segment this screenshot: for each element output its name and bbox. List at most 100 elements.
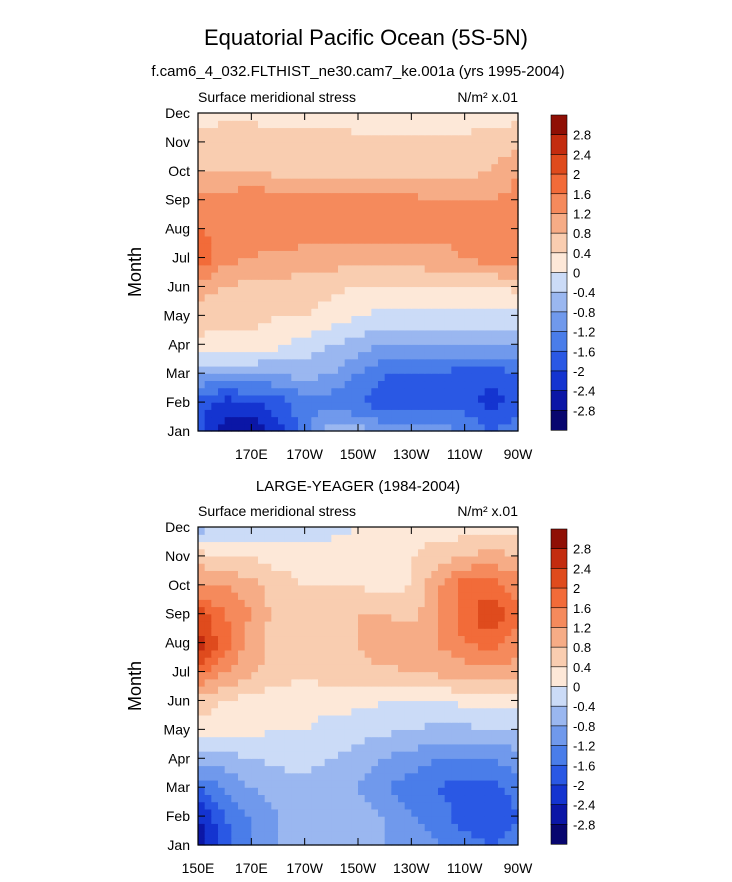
heatmap-cell bbox=[511, 693, 519, 702]
heatmap-cell bbox=[198, 423, 206, 432]
heatmap-cell bbox=[318, 156, 326, 165]
heatmap-cell bbox=[378, 707, 386, 716]
heatmap-cell bbox=[451, 541, 459, 550]
heatmap-cell bbox=[284, 156, 292, 165]
heatmap-cell bbox=[504, 178, 512, 186]
heatmap-cell bbox=[458, 830, 466, 839]
heatmap-cell bbox=[464, 736, 472, 745]
heatmap-cell bbox=[358, 787, 366, 796]
heatmap-cell bbox=[384, 322, 392, 331]
heatmap-cell bbox=[484, 113, 492, 121]
heatmap-cell bbox=[431, 570, 439, 579]
heatmap-cell bbox=[358, 714, 366, 723]
heatmap-cell bbox=[491, 671, 499, 680]
heatmap-cell bbox=[244, 830, 252, 839]
heatmap-cell bbox=[251, 541, 259, 550]
heatmap-cell bbox=[211, 286, 219, 295]
heatmap-cell bbox=[391, 527, 399, 535]
heatmap-cell bbox=[291, 337, 299, 345]
heatmap-cell bbox=[224, 606, 232, 615]
heatmap-cell bbox=[424, 606, 432, 615]
heatmap-cell bbox=[264, 192, 272, 201]
heatmap-cell bbox=[378, 628, 386, 637]
heatmap-cell bbox=[384, 206, 392, 215]
heatmap-cell bbox=[451, 664, 459, 673]
heatmap-cell bbox=[511, 257, 519, 266]
heatmap-cell bbox=[444, 772, 452, 781]
heatmap-cell bbox=[431, 286, 439, 295]
heatmap-cell bbox=[431, 351, 439, 360]
heatmap-cell bbox=[418, 722, 426, 730]
heatmap-cell bbox=[351, 351, 359, 360]
heatmap-cell bbox=[264, 606, 272, 615]
heatmap-cell bbox=[431, 729, 439, 738]
heatmap-cell bbox=[364, 300, 372, 309]
heatmap-cell bbox=[458, 823, 466, 832]
heatmap-cell bbox=[238, 300, 246, 309]
heatmap-cell bbox=[384, 257, 392, 266]
heatmap-cell bbox=[238, 149, 246, 157]
heatmap-cell bbox=[244, 779, 252, 788]
heatmap-cell bbox=[404, 808, 412, 817]
heatmap-cell bbox=[198, 714, 206, 723]
heatmap-cell bbox=[218, 722, 226, 730]
heatmap-cell bbox=[364, 584, 372, 593]
heatmap-cell bbox=[371, 214, 379, 223]
heatmap-cell bbox=[378, 250, 386, 259]
heatmap-cell bbox=[444, 250, 452, 259]
heatmap-cell bbox=[264, 221, 272, 230]
heatmap-cell bbox=[378, 808, 386, 817]
heatmap-cell bbox=[391, 772, 399, 781]
heatmap-cell bbox=[378, 729, 386, 738]
heatmap-cell bbox=[371, 264, 379, 273]
heatmap-cell bbox=[511, 548, 519, 557]
heatmap-cell bbox=[344, 555, 352, 564]
heatmap-cell bbox=[471, 120, 479, 129]
heatmap-cell bbox=[311, 837, 319, 846]
heatmap-cell bbox=[444, 156, 452, 165]
heatmap-cell bbox=[464, 743, 472, 752]
heatmap-cell bbox=[378, 772, 386, 781]
heatmap-cell bbox=[484, 344, 492, 353]
heatmap-cell bbox=[251, 243, 259, 251]
heatmap-cell bbox=[378, 635, 386, 644]
heatmap-cell bbox=[478, 628, 486, 637]
heatmap-cell bbox=[371, 620, 379, 629]
heatmap-cell bbox=[204, 541, 212, 550]
heatmap-cell bbox=[484, 635, 492, 644]
heatmap-cell bbox=[431, 380, 439, 389]
heatmap-cell bbox=[411, 700, 419, 709]
heatmap-cell bbox=[444, 707, 452, 716]
heatmap-cell bbox=[204, 751, 212, 759]
heatmap-cell bbox=[284, 264, 292, 273]
heatmap-cell bbox=[224, 765, 232, 774]
heatmap-cell bbox=[418, 163, 426, 172]
heatmap-cell bbox=[304, 649, 312, 658]
heatmap-cell bbox=[198, 235, 206, 244]
heatmap-cell bbox=[211, 120, 219, 129]
heatmap-cell bbox=[444, 272, 452, 280]
heatmap-cell bbox=[264, 373, 272, 382]
heatmap-cell bbox=[491, 156, 499, 165]
heatmap-cell bbox=[438, 751, 446, 759]
heatmap-cell bbox=[318, 206, 326, 215]
heatmap-cell bbox=[224, 127, 232, 136]
heatmap-cell bbox=[198, 548, 206, 557]
heatmap-cell bbox=[418, 584, 426, 593]
heatmap-cell bbox=[244, 308, 252, 316]
heatmap-cell bbox=[238, 170, 246, 179]
heatmap-cell bbox=[478, 751, 486, 759]
heatmap-cell bbox=[211, 113, 219, 121]
heatmap-cell bbox=[438, 527, 446, 535]
heatmap-cell bbox=[251, 700, 259, 709]
heatmap-cell bbox=[258, 199, 266, 208]
heatmap-cell bbox=[284, 613, 292, 622]
heatmap-cell bbox=[311, 584, 319, 593]
heatmap-cell bbox=[318, 555, 326, 564]
heatmap-cell bbox=[458, 700, 466, 709]
heatmap-cell bbox=[298, 830, 306, 839]
heatmap-cell bbox=[324, 365, 332, 374]
heatmap-cell bbox=[511, 678, 519, 687]
heatmap-cell bbox=[344, 293, 352, 302]
heatmap-cell bbox=[364, 358, 372, 367]
